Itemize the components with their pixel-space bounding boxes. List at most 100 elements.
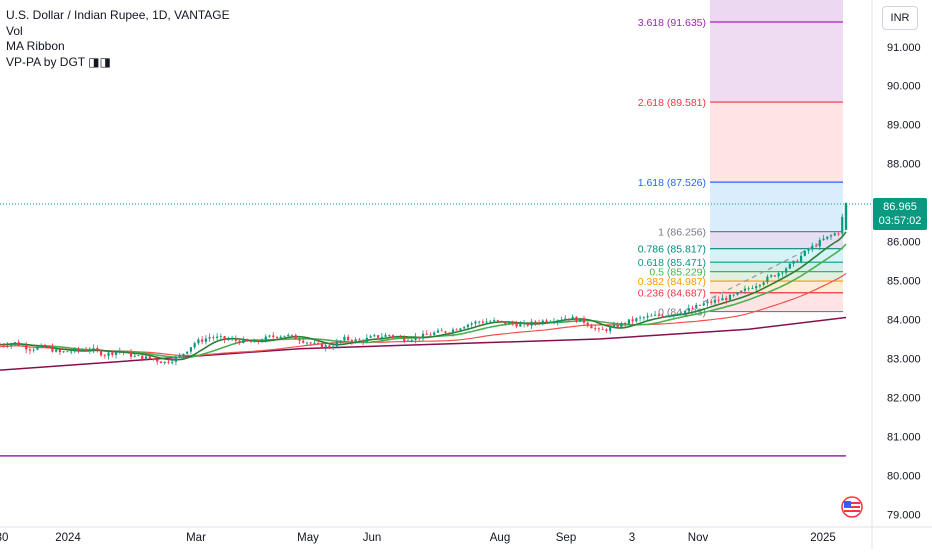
candle-body [358, 339, 361, 341]
candle-body [478, 321, 481, 323]
candle-body [743, 288, 747, 291]
candle-body [676, 314, 679, 315]
candle-body [272, 335, 275, 337]
candle-body [174, 356, 178, 362]
candle-body [575, 316, 578, 322]
us-flag-icon[interactable] [838, 496, 866, 518]
candle-body [687, 308, 690, 311]
candle-body [208, 337, 211, 339]
candle-body [792, 260, 795, 264]
candle-body [586, 322, 589, 326]
candle-body [403, 337, 406, 342]
candle-body [661, 315, 664, 317]
x-tick-label: Mar [186, 532, 206, 544]
x-tick-label: Aug [490, 532, 510, 544]
candle-body [362, 340, 365, 342]
candle-body [433, 332, 436, 335]
candle-body [732, 294, 735, 296]
candle-body [466, 324, 470, 328]
candle-body [571, 316, 574, 320]
y-tick-label: 86.000 [887, 237, 921, 249]
candle-body [122, 350, 125, 353]
candle-body [264, 336, 267, 342]
candle-body [770, 275, 773, 277]
candle-body [339, 340, 342, 342]
candle-body [62, 351, 65, 353]
candle-body [395, 336, 398, 338]
candle-body [541, 320, 544, 323]
candle-body [526, 323, 529, 326]
candle-body [32, 349, 35, 351]
candle-body [257, 340, 260, 342]
x-tick-label: 30 [0, 532, 8, 544]
candle-body [133, 355, 136, 357]
candle-body [107, 352, 110, 356]
candle-body [773, 275, 776, 277]
candle-body [171, 361, 174, 363]
candle-body [227, 339, 230, 341]
candle-body [96, 347, 99, 351]
candle-body [762, 282, 765, 285]
candle-body [245, 339, 249, 342]
symbol-title[interactable]: U.S. Dollar / Indian Rupee, 1D, VANTAGE [6, 8, 230, 22]
candle-body [178, 355, 181, 357]
candle-body [747, 288, 750, 290]
candle-body [167, 361, 170, 363]
candle-body [21, 345, 24, 347]
fib-level-label: 3.618 (91.635) [638, 17, 706, 29]
candle-body [549, 321, 552, 323]
candle-body [141, 355, 144, 360]
candle-body [728, 294, 732, 300]
candle-body [332, 346, 335, 348]
candle-body [283, 335, 286, 337]
candle-body [388, 335, 391, 336]
candle-body [481, 321, 484, 323]
candle-body [597, 328, 601, 330]
candle-body [148, 356, 151, 359]
currency-button[interactable]: INR [882, 6, 918, 30]
candle-body [605, 329, 608, 331]
candle-body [668, 315, 672, 317]
candle-body [788, 263, 791, 269]
fib-zone [710, 22, 843, 103]
candle-body [238, 340, 241, 344]
candle-body [182, 353, 185, 356]
fib-zone [710, 231, 843, 249]
y-tick-label: 79.000 [887, 509, 921, 521]
candle-body [66, 351, 69, 353]
candle-body [740, 290, 743, 293]
candle-body [391, 335, 395, 337]
candle-body [216, 336, 219, 338]
x-tick-label: 3 [629, 532, 635, 544]
candle-body [470, 323, 473, 325]
candle-body [829, 235, 833, 237]
candle-body [43, 344, 47, 347]
candle-body [706, 301, 709, 304]
candle-body [500, 320, 503, 322]
indicator-vol[interactable]: Vol [6, 23, 23, 38]
candle-body [579, 318, 582, 322]
candle-body [755, 286, 758, 289]
candle-body [317, 343, 320, 344]
candle-body [193, 343, 196, 348]
candle-body [347, 336, 350, 341]
indicator-ma-ribbon[interactable]: MA Ribbon [6, 39, 65, 53]
candle-body [440, 330, 443, 332]
candle-body [410, 339, 413, 341]
candle-body [373, 335, 376, 337]
candle-body [84, 349, 88, 351]
candle-body [567, 318, 571, 320]
candle-body [421, 333, 425, 339]
candle-body [144, 356, 148, 360]
x-tick-label: Jun [363, 532, 382, 544]
y-tick-label: 83.000 [887, 353, 921, 365]
candle-body [242, 339, 245, 344]
candle-body [335, 341, 339, 347]
candle-body [833, 233, 836, 236]
indicator-vp-pa[interactable]: VP-PA by DGT ◨◨ [6, 54, 111, 69]
chart-legend: U.S. Dollar / Indian Rupee, 1D, VANTAGE … [6, 8, 230, 70]
candle-body [219, 336, 222, 337]
candle-body [294, 335, 297, 340]
